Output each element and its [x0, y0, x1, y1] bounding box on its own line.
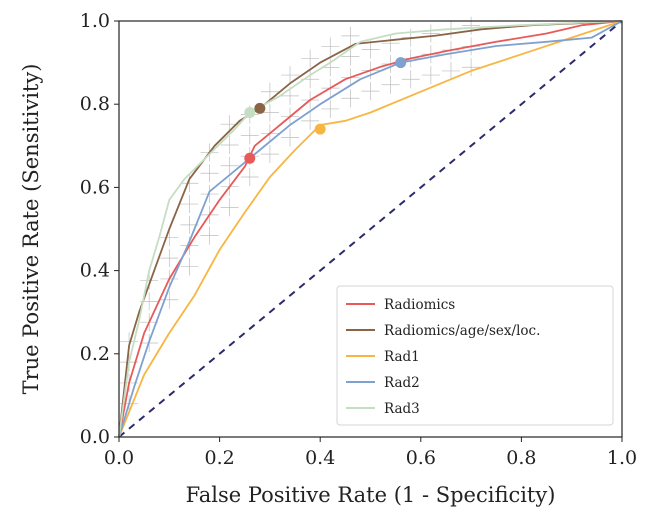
x-tick-label: 0.6 — [406, 447, 436, 469]
legend: Radiomics Radiomics/age/sex/loc. Rad1 Rad2 R… — [336, 285, 614, 426]
y-tick-label: 0.6 — [80, 176, 110, 198]
x-tick-label: 0.4 — [305, 447, 335, 469]
operating-point-marker-0 — [244, 152, 256, 164]
reference-line-group — [118, 20, 623, 438]
legend-entry-label: Rad2 — [384, 375, 420, 391]
operating-point-marker-2 — [314, 123, 326, 135]
operating-point-marker-4 — [244, 107, 256, 119]
operating-point-marker-1 — [254, 102, 266, 114]
legend-entry-label: Radiomics/age/sex/loc. — [384, 323, 540, 339]
series-lines — [118, 20, 623, 438]
legend-entry-label: Radiomics — [384, 297, 455, 313]
plot-frame — [118, 20, 623, 438]
x-tick-label: 0.8 — [506, 447, 536, 469]
axis-ticks: 0.0 0.2 0.4 0.6 0.8 1.0 0.0 0.2 0.4 0.6 0.8 1.0 — [80, 10, 637, 469]
legend-entry-label: Rad3 — [384, 401, 420, 417]
operating-point-markers — [244, 57, 407, 164]
y-tick-label: 0.0 — [80, 426, 110, 448]
y-axis-label: True Positive Rate (Sensitivity) — [19, 64, 43, 395]
x-tick-label: 1.0 — [607, 447, 637, 469]
y-tick-label: 0.2 — [80, 343, 110, 365]
legend-box — [336, 285, 614, 426]
x-tick-label: 0.0 — [104, 447, 134, 469]
operating-point-marker-3 — [395, 57, 407, 69]
y-tick-label: 1.0 — [80, 10, 110, 32]
x-axis-label: False Positive Rate (1 - Specificity) — [186, 483, 556, 507]
series-line-0 — [118, 20, 623, 438]
y-tick-label: 0.4 — [80, 260, 110, 282]
series-line-1 — [118, 20, 623, 438]
reference-diagonal-line — [118, 20, 623, 438]
series-line-2 — [118, 20, 623, 438]
series-line-4 — [118, 20, 623, 438]
series-line-3 — [118, 20, 623, 438]
x-tick-label: 0.2 — [204, 447, 234, 469]
y-tick-label: 0.8 — [80, 93, 110, 115]
legend-entry-label: Rad1 — [384, 349, 420, 365]
